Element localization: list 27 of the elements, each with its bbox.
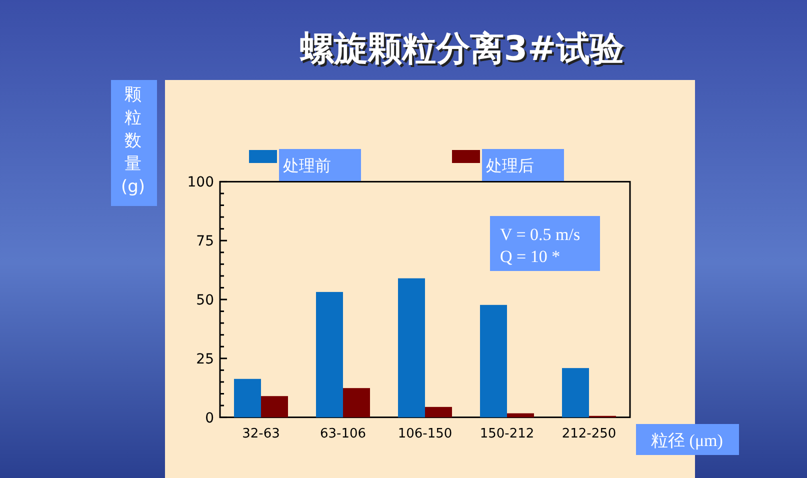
bar [562,368,589,418]
annotation: V = 0.5 m/s Q = 10 * [500,225,580,266]
legend-label: 处理前 [283,156,331,175]
x-axis-title: 粒径 (μm) [651,431,723,450]
x-tick-label: 32-63 [242,426,280,442]
bar [480,304,507,418]
x-tick-label: 150-212 [480,426,534,442]
bar [261,396,288,418]
bar [343,388,370,418]
bar [316,292,343,418]
y-axis-title: 颗粒数量(g) [120,85,146,197]
legend-item: 处理后 [452,149,564,181]
y-tick-label: 0 [205,410,214,426]
bar [234,378,261,418]
bar [398,278,425,418]
x-tick-label: 212-250 [562,426,616,442]
chart-title: 螺旋颗粒分离3#试验 [300,31,628,71]
y-tick-label: 50 [196,292,214,308]
legend-label: 处理后 [486,156,534,175]
y-tick-label: 100 [187,174,214,191]
legend-item: 处理前 [249,149,361,181]
y-tick-label: 75 [196,234,214,250]
y-tick-label: 25 [196,351,214,368]
bar [425,406,452,418]
x-tick-label: 106-150 [398,426,452,442]
x-tick-label: 63-106 [320,426,366,442]
bar [507,413,534,418]
